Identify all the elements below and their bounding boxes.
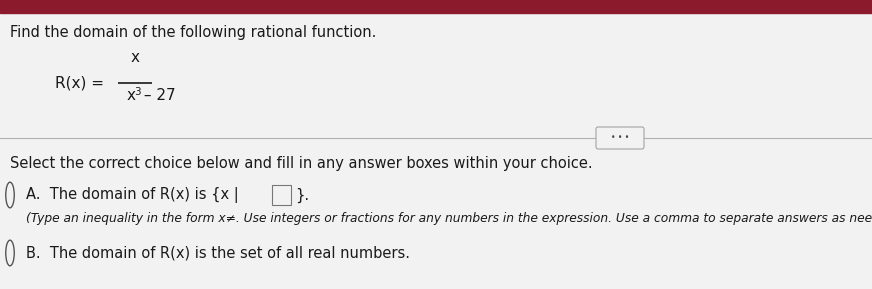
Bar [0,0,872,13]
Text: x: x [131,50,140,65]
Text: B.  The domain of R(x) is the set of all real numbers.: B. The domain of R(x) is the set of all … [26,245,410,260]
Text: }.: }. [295,187,310,203]
Text: R(x) =: R(x) = [55,75,109,90]
Text: • • •: • • • [611,134,629,142]
FancyBboxPatch shape [596,127,644,149]
Text: A.  The domain of R(x) is {x |: A. The domain of R(x) is {x | [26,187,239,203]
Text: x: x [127,88,136,103]
Text: Select the correct choice below and fill in any answer boxes within your choice.: Select the correct choice below and fill… [10,156,593,171]
Bar [272,185,291,205]
Text: (Type an inequality in the form x≠. Use integers or fractions for any numbers in: (Type an inequality in the form x≠. Use … [26,212,872,225]
Text: 3: 3 [134,87,141,97]
Text: Find the domain of the following rational function.: Find the domain of the following rationa… [10,25,377,40]
Text: – 27: – 27 [139,88,175,103]
